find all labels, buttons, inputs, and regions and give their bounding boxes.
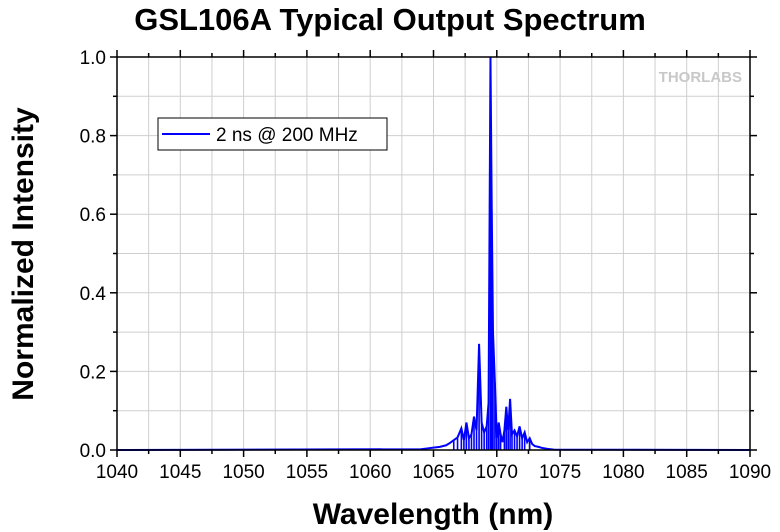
thorlabs-logo: THORLABS [659, 69, 742, 86]
axis-ticks [110, 50, 757, 457]
x-tick-label: 1050 [222, 462, 264, 483]
x-tick-label: 1040 [96, 462, 138, 483]
x-tick-label: 1060 [349, 462, 391, 483]
chart-title: GSL106A Typical Output Spectrum [134, 2, 646, 37]
x-tick-label: 1070 [476, 462, 518, 483]
y-tick-label: 0.0 [80, 441, 106, 462]
series-layer [116, 56, 751, 451]
y-tick-labels: 0.0 0.2 0.4 0.6 0.8 1.0 [80, 48, 107, 462]
y-axis-label: Normalized Intensity [7, 107, 40, 401]
x-tick-labels: 1040 1045 1050 1055 1060 1065 1070 1075 1080 1085… [96, 462, 771, 483]
x-tick-label: 1065 [412, 462, 454, 483]
x-tick-label: 1080 [602, 462, 644, 483]
x-tick-label: 1090 [729, 462, 771, 483]
y-tick-label: 1.0 [80, 48, 106, 69]
legend-label: 2 ns @ 200 MHz [216, 125, 358, 146]
x-tick-label: 1055 [286, 462, 328, 483]
x-tick-label: 1045 [159, 462, 201, 483]
y-tick-label: 0.2 [80, 362, 106, 383]
y-tick-label: 0.6 [80, 205, 106, 226]
y-tick-label: 0.8 [80, 127, 106, 148]
y-tick-label: 0.4 [80, 284, 107, 305]
x-tick-label: 1085 [666, 462, 708, 483]
x-tick-label: 1075 [539, 462, 581, 483]
grid-lines [117, 57, 750, 450]
legend: 2 ns @ 200 MHz [157, 117, 388, 151]
x-axis-label: Wavelength (nm) [313, 498, 554, 531]
